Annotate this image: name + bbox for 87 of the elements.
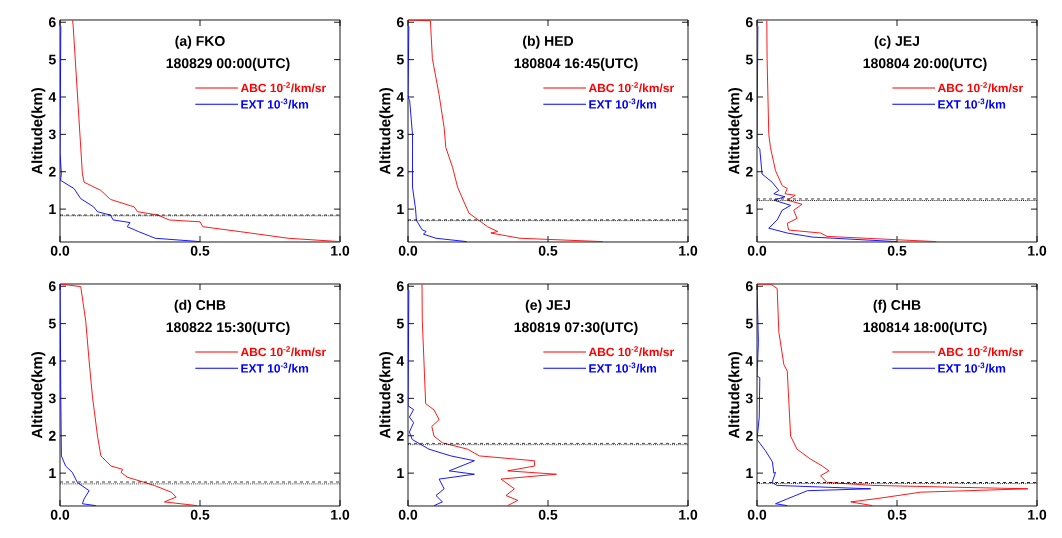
legend-label: EXT 10$^{-3}$/km	[589, 98, 657, 109]
y-tick-label: 1	[397, 468, 404, 478]
line-series	[757, 284, 1029, 506]
text: 180804 16:45(UTC)	[514, 57, 638, 71]
line-series	[60, 284, 97, 506]
text: (f) CHB	[873, 299, 921, 313]
y-tick-label: 4	[745, 92, 754, 102]
y-tick-label: 2	[745, 430, 753, 441]
text: 180819 07:30(UTC)	[514, 321, 638, 335]
legend-label: EXT 10$^{-3}$/km	[938, 98, 1006, 109]
legend-label: ABC 10$^{-2}$/km/sr	[937, 82, 1023, 93]
y-tick-label: 2	[396, 430, 404, 441]
text: 180804 20:00(UTC)	[863, 57, 987, 71]
text: (e) JEJ	[525, 299, 570, 313]
y-tick-label: 6	[48, 281, 56, 292]
text: 180829 00:00(UTC)	[166, 57, 290, 71]
legend-label: EXT 10$^{-3}$/km	[589, 362, 657, 373]
legend-label: ABC 10$^{-2}$/km/sr	[240, 82, 326, 93]
y-axis-title: Altitude(km)	[728, 87, 743, 175]
legend-label: ABC 10$^{-2}$/km/sr	[588, 346, 674, 357]
y-tick-label: 5	[745, 318, 753, 329]
x-tick-label: 1.0	[1028, 509, 1047, 520]
legend-label: ABC 10$^{-2}$/km/sr	[588, 82, 674, 93]
y-tick-label: 3	[396, 129, 404, 140]
y-tick-label: 4	[48, 92, 57, 102]
x-tick-label: 0.0	[398, 245, 418, 256]
text: (c) JEJ	[874, 35, 919, 49]
y-tick-label: 6	[48, 17, 56, 28]
x-tick-label: 0.0	[50, 245, 70, 256]
text: (d) CHB	[174, 299, 226, 313]
y-tick-label: 2	[48, 430, 56, 441]
y-axis-title: Altitude(km)	[379, 87, 394, 175]
y-tick-label: 5	[745, 54, 753, 65]
x-tick-label: 1.0	[679, 509, 698, 520]
x-tick-label: 0.0	[50, 509, 70, 520]
y-tick-label: 1	[746, 204, 753, 214]
y-tick-label: 3	[745, 393, 753, 404]
y-tick-label: 6	[396, 17, 404, 28]
y-tick-label: 4	[396, 356, 405, 366]
y-tick-label: 2	[396, 166, 404, 177]
y-tick-label: 6	[745, 17, 753, 28]
legend-label: EXT 10$^{-3}$/km	[938, 362, 1006, 373]
text: (b) HED	[523, 35, 574, 49]
y-tick-label: 3	[396, 393, 404, 404]
text: (a) FKO	[175, 35, 225, 49]
line-series	[72, 20, 340, 242]
legend-label: EXT 10$^{-3}$/km	[241, 362, 309, 373]
x-tick-label: 0.5	[190, 245, 210, 256]
x-tick-label: 0.0	[398, 509, 418, 520]
y-tick-label: 4	[396, 92, 405, 102]
y-tick-label: 3	[745, 129, 753, 140]
x-tick-label: 0.5	[538, 509, 558, 520]
y-tick-label: 1	[49, 468, 56, 478]
x-tick-label: 1.0	[331, 245, 350, 256]
x-tick-label: 0.5	[887, 245, 907, 256]
legend-label: ABC 10$^{-2}$/km/sr	[937, 346, 1023, 357]
y-tick-label: 5	[48, 54, 56, 65]
x-tick-label: 0.0	[747, 509, 767, 520]
y-tick-label: 4	[745, 356, 754, 366]
y-axis-title: Altitude(km)	[379, 352, 394, 439]
y-tick-label: 4	[48, 356, 57, 366]
text: 180822 15:30(UTC)	[166, 321, 290, 335]
y-axis-title: Altitude(km)	[31, 352, 46, 439]
y-tick-label: 5	[48, 318, 56, 329]
y-tick-label: 1	[49, 204, 56, 214]
y-tick-label: 1	[746, 468, 753, 478]
x-tick-label: 0.0	[747, 245, 767, 256]
legend-label: EXT 10$^{-3}$/km	[241, 98, 309, 109]
y-tick-label: 5	[396, 318, 404, 329]
y-tick-label: 3	[48, 129, 56, 140]
y-tick-label: 5	[396, 54, 404, 65]
x-tick-label: 1.0	[331, 509, 350, 520]
x-tick-label: 0.5	[887, 509, 907, 520]
x-tick-label: 1.0	[1028, 245, 1047, 256]
y-tick-label: 3	[48, 393, 56, 404]
y-tick-label: 6	[396, 281, 404, 292]
y-tick-label: 2	[48, 166, 56, 177]
x-tick-label: 1.0	[679, 245, 698, 256]
text: 180814 18:00(UTC)	[863, 321, 987, 335]
legend-label: ABC 10$^{-2}$/km/sr	[240, 346, 326, 357]
y-axis-title: Altitude(km)	[31, 87, 46, 175]
y-tick-label: 6	[745, 281, 753, 292]
y-tick-label: 2	[745, 166, 753, 177]
y-axis-title: Altitude(km)	[728, 352, 743, 439]
x-tick-label: 0.5	[190, 509, 210, 520]
x-tick-label: 0.5	[538, 245, 558, 256]
y-tick-label: 1	[397, 204, 404, 214]
